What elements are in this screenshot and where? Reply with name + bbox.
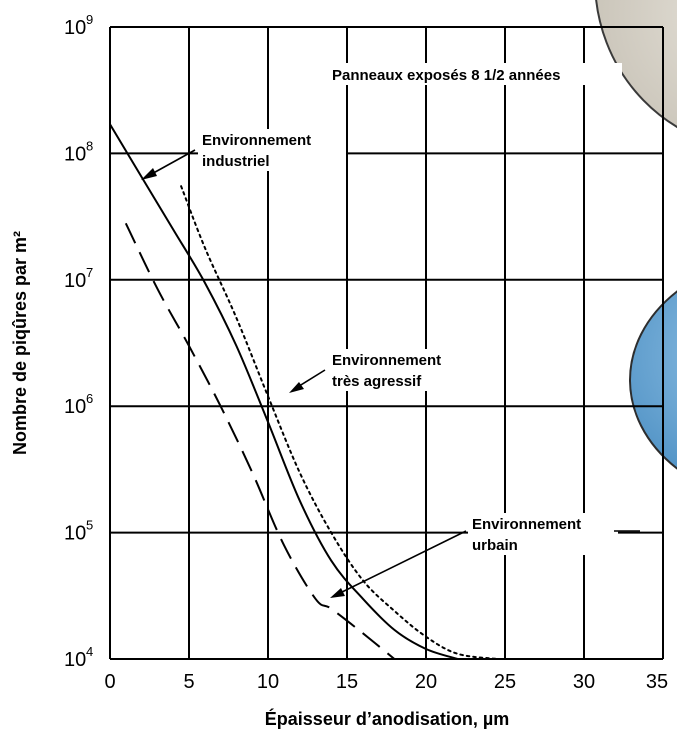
annotation-tres-agressif-line1: Environnement [332, 352, 441, 369]
annotation-urbain-arrow-line [337, 530, 467, 595]
series-line-solid [110, 123, 458, 659]
annotation-urbain-arrowhead [330, 588, 345, 598]
annotation-industriel: Environnement industriel [141, 129, 346, 180]
y-tick-exponent: 8 [86, 138, 93, 153]
y-axis-title: Nombre de piqûres par m² [10, 231, 30, 455]
y-tick-label: 10 7 [64, 265, 93, 292]
grid-lines [109, 26, 664, 660]
y-tick-exponent: 9 [86, 12, 93, 27]
x-tick-label: 15 [336, 671, 358, 693]
background-decoration [595, 0, 677, 470]
y-tick-label: 10 5 [64, 518, 93, 545]
annotation-tres-agressif: Environnement très agressif [289, 349, 478, 393]
y-tick-base: 10 [64, 523, 86, 545]
annotation-urbain: Environnement urbain [330, 513, 640, 598]
annotation-industriel-line2: industriel [202, 153, 270, 170]
x-tick-label: 25 [494, 671, 516, 693]
y-tick-base: 10 [64, 143, 86, 165]
x-tick-label: 20 [415, 671, 437, 693]
annotation-industriel-bg [198, 129, 346, 171]
y-tick-exponent: 4 [86, 644, 93, 659]
y-tick-label: 10 8 [64, 138, 93, 165]
annotation-industriel-line1: Environnement [202, 132, 311, 149]
x-tick-label: 35 [646, 671, 668, 693]
annotation-industriel-arrow-line [147, 149, 196, 177]
annotation-industriel-arrowhead [141, 168, 157, 180]
annotation-tres-agressif-bg [328, 349, 478, 391]
annotation-panneaux-bg [328, 63, 622, 85]
x-axis-ticks: 0 5 10 15 20 25 30 35 [104, 671, 668, 693]
y-tick-exponent: 5 [86, 518, 93, 533]
x-tick-label: 5 [183, 671, 194, 693]
x-tick-label: 0 [104, 671, 115, 693]
y-tick-exponent: 6 [86, 391, 93, 406]
annotation-panneaux: Panneaux exposés 8 1/2 années [328, 63, 622, 85]
y-tick-label: 10 4 [64, 644, 93, 671]
gray-disc [595, 0, 677, 129]
annotation-urbain-line2: urbain [472, 537, 518, 554]
y-tick-exponent: 7 [86, 265, 93, 280]
annotation-panneaux-text: Panneaux exposés 8 1/2 années [332, 67, 560, 84]
y-tick-base: 10 [64, 17, 86, 39]
annotation-urbain-line1: Environnement [472, 516, 581, 533]
y-tick-base: 10 [64, 649, 86, 671]
y-tick-base: 10 [64, 396, 86, 418]
series-line-dashed [124, 222, 396, 659]
series-line-dotted [180, 185, 499, 659]
blue-disc [629, 290, 677, 470]
annotation-tres-agressif-arrowhead [289, 382, 304, 393]
y-tick-base: 10 [64, 270, 86, 292]
annotation-tres-agressif-line2: très agressif [332, 373, 422, 390]
x-axis-title: Épaisseur d’anodisation, µm [265, 708, 509, 729]
y-tick-label: 10 6 [64, 391, 93, 418]
y-tick-label: 10 9 [64, 12, 93, 39]
annotation-urbain-bg [468, 513, 618, 555]
x-tick-label: 30 [573, 671, 595, 693]
x-tick-label: 10 [257, 671, 279, 693]
series-layer [110, 123, 499, 659]
